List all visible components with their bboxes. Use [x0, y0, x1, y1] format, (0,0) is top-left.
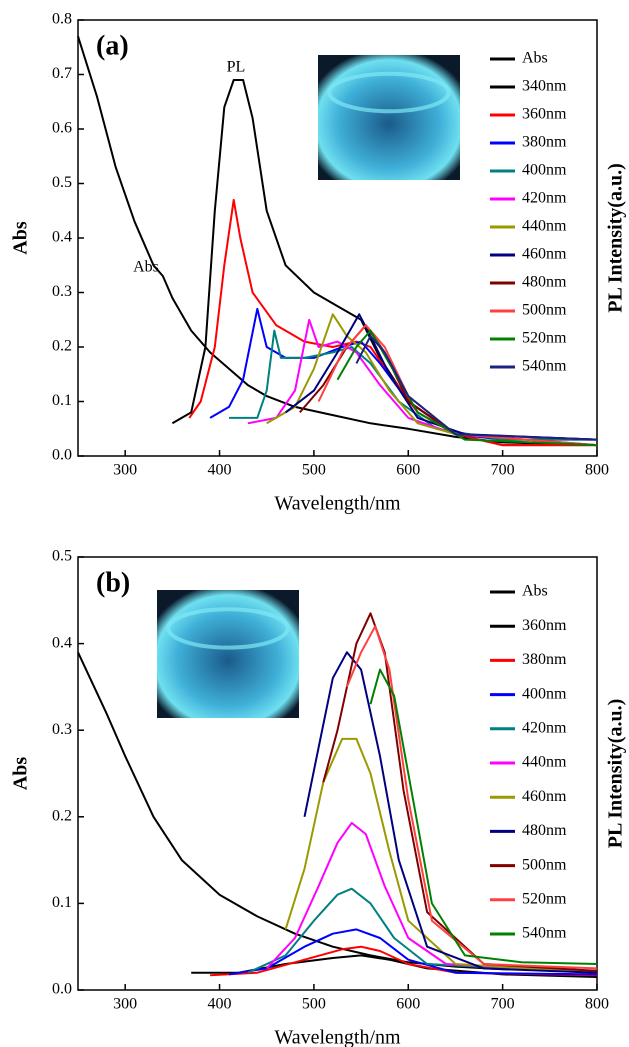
legend-label: 500nm [522, 302, 567, 319]
legend-label: 360nm [522, 106, 567, 123]
x-axis-title: Wavelength/nm [274, 493, 401, 515]
panel-label: (b) [96, 567, 130, 598]
legend-label: 540nm [522, 925, 567, 942]
series-line [355, 335, 598, 441]
inset-rim [166, 607, 290, 650]
series-line [188, 198, 597, 447]
panel: 300 400 500 600 700 800 0.0 0.1 0.2 0.3 0.4 0.5 Wave… [10, 548, 627, 1047]
y-tick-label: 0.7 [52, 65, 72, 82]
legend-label: 460nm [522, 246, 567, 263]
legend-label: 520nm [522, 890, 567, 907]
legend-label: 460nm [522, 788, 567, 805]
legend-label: Abs [522, 583, 548, 600]
inset-photo [157, 590, 299, 718]
legend-label: 500nm [522, 856, 567, 873]
x-tick-label: 800 [585, 996, 609, 1013]
x-tick-label: 700 [491, 996, 515, 1013]
plot-frame [77, 556, 598, 991]
legend-label: 420nm [522, 719, 567, 736]
series-line [77, 651, 598, 972]
x-tick-label: 700 [491, 462, 515, 479]
y-axis-title: Abs [10, 757, 32, 791]
series-line [247, 318, 598, 441]
x-tick-label: 600 [396, 462, 420, 479]
series-line [228, 928, 598, 976]
series-line [303, 651, 598, 974]
legend-label: 480nm [522, 274, 567, 291]
legend-label: 420nm [522, 190, 567, 207]
series-line [284, 737, 598, 974]
annotation: PL [227, 59, 246, 76]
legend-label: 480nm [522, 822, 567, 839]
series-line [77, 35, 598, 447]
y-tick-label: 0.0 [52, 447, 72, 464]
y-tick-label: 0.5 [52, 548, 72, 565]
legend-label: 380nm [522, 134, 567, 151]
y-tick-label: 0.1 [52, 894, 72, 911]
y-tick-label: 0.2 [52, 338, 72, 355]
legend-label: 380nm [522, 651, 567, 668]
x-tick-label: 300 [113, 462, 137, 479]
x-tick-label: 400 [208, 996, 232, 1013]
legend-label: 400nm [522, 162, 567, 179]
y-tick-label: 0.4 [52, 634, 72, 651]
inset-photo [318, 55, 460, 180]
panel: 300 400 500 600 700 800 0.0 0.1 0.2 0.3 0.4 0.5 0.6 0… [10, 11, 627, 515]
y-tick-label: 0.6 [52, 120, 72, 137]
y-tick-label: 0.0 [52, 981, 72, 998]
y-tick-label: 0.2 [52, 807, 72, 824]
series-line [369, 668, 598, 965]
y-axis-title: Abs [10, 221, 32, 255]
series-line [210, 945, 598, 977]
x-tick-label: 500 [302, 996, 326, 1013]
y-tick-label: 0.3 [52, 721, 72, 738]
series-line [229, 329, 597, 441]
legend-label: 400nm [522, 685, 567, 702]
legend-label: 440nm [522, 218, 567, 235]
inset-rim [327, 71, 451, 114]
x-axis-title: Wavelength/nm [274, 1027, 401, 1047]
series-line [266, 313, 598, 441]
y-tick-label: 0.4 [52, 229, 72, 246]
x-tick-label: 400 [208, 462, 232, 479]
legend-label: 540nm [522, 358, 567, 375]
x-tick-label: 500 [302, 462, 326, 479]
y-tick-label: 0.3 [52, 283, 72, 300]
legend-label: 440nm [522, 754, 567, 771]
y-tick-label: 0.5 [52, 174, 72, 191]
x-tick-label: 600 [396, 996, 420, 1013]
x-tick-label: 800 [585, 462, 609, 479]
x-tick-label: 300 [113, 996, 137, 1013]
legend-label: 360nm [522, 617, 567, 634]
y-tick-label: 0.8 [52, 11, 72, 28]
panel-label: (a) [96, 30, 129, 61]
y2-axis-title: PL Intensity(a.u.) [605, 163, 627, 312]
series-line [336, 329, 598, 447]
y2-axis-title: PL Intensity(a.u.) [605, 699, 627, 848]
y-tick-label: 0.1 [52, 392, 72, 409]
legend-label: Abs [522, 50, 548, 67]
legend-label: 520nm [522, 330, 567, 347]
legend-label: 340nm [522, 78, 567, 95]
series-line [265, 821, 598, 974]
series-line [247, 887, 598, 974]
